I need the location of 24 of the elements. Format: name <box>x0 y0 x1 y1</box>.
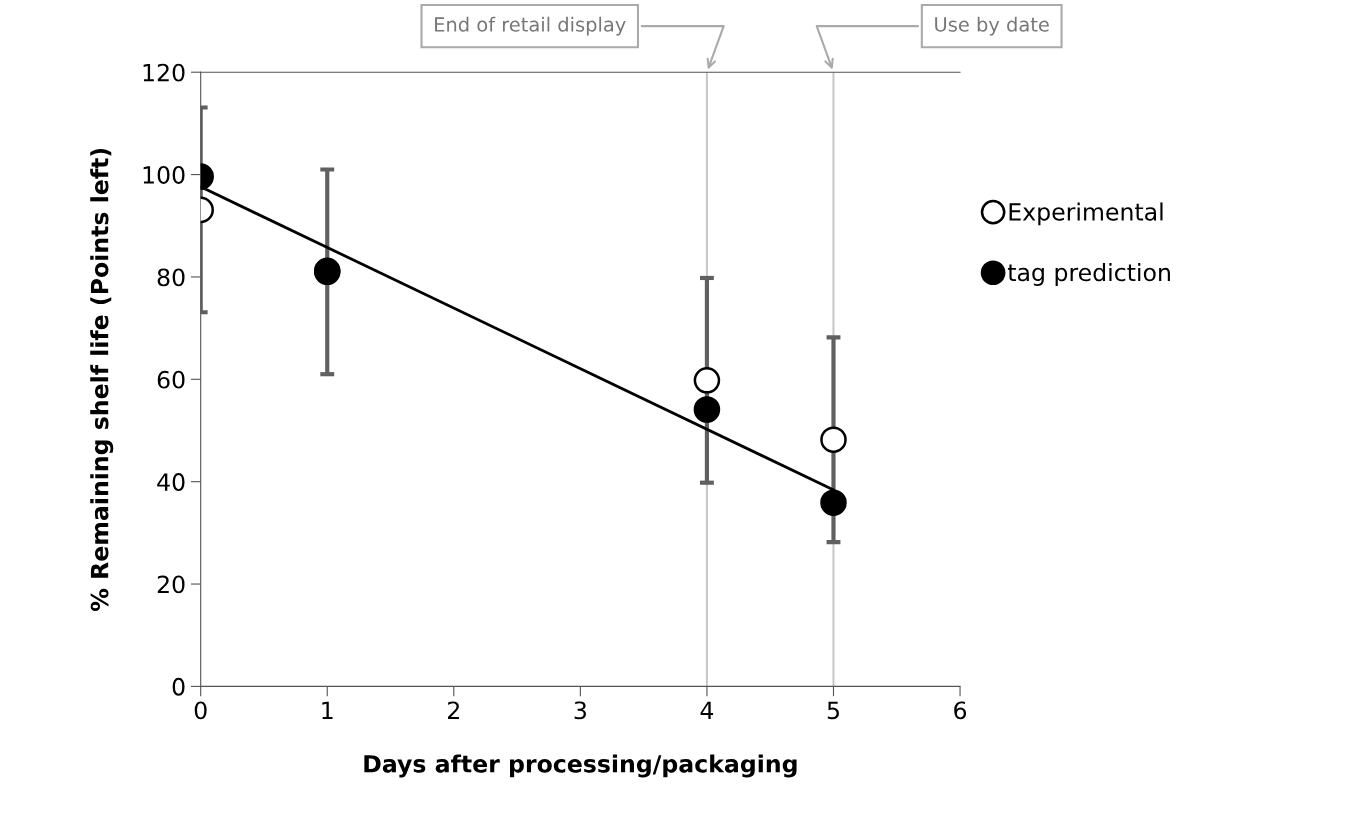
y-tick-label: 80 <box>157 268 185 287</box>
y-tick-label: 0 <box>172 677 185 696</box>
y-tick-label: 120 <box>143 63 185 82</box>
y-tick-label: 100 <box>143 166 185 184</box>
point <box>693 396 721 423</box>
point <box>820 426 847 453</box>
x-tick-label: 6 <box>954 701 967 720</box>
y-tick-label: 40 <box>157 473 185 491</box>
y-tick-label: 20 <box>157 575 185 594</box>
x-axis-title: Days after processing/packaging <box>364 754 797 778</box>
ref-line-label: Use by date <box>935 16 1049 36</box>
y-axis-title: % Remaining shelf life (Points left) <box>90 148 114 612</box>
x-tick-label: 0 <box>194 701 207 720</box>
point <box>820 489 847 516</box>
legend-label: Experimental <box>1009 202 1163 226</box>
x-tick-label: 5 <box>827 701 839 720</box>
point <box>693 367 721 394</box>
x-tick-label: 3 <box>574 701 586 720</box>
ref-line-label: End of retail display <box>435 16 626 36</box>
x-tick-label: 1 <box>322 701 333 719</box>
y-tick-label: 60 <box>157 370 185 389</box>
x-tick-label: 4 <box>700 701 714 719</box>
legend-label: tag prediction <box>1007 263 1170 286</box>
x-tick-label: 2 <box>448 701 459 719</box>
